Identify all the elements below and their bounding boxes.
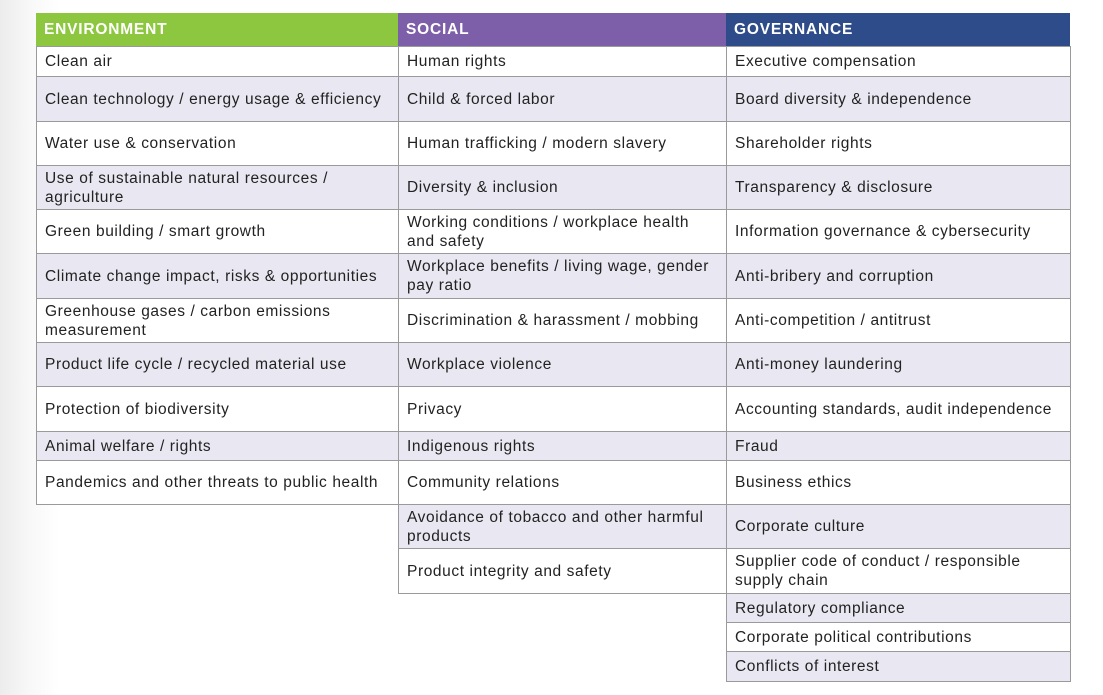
cell-text: Regulatory compliance — [735, 599, 906, 617]
cell-text: Workplace violence — [407, 356, 552, 373]
table-cell: Conflicts of interest — [726, 651, 1071, 682]
table-cell: Human rights — [398, 46, 727, 77]
table-cell: Business ethics — [726, 460, 1071, 505]
table-cell: Shareholder rights — [726, 121, 1071, 166]
cell-text: Clean air — [45, 53, 113, 70]
cell-text: GOVERNANCE — [734, 20, 854, 38]
cell-text: Green building / smart growth — [45, 223, 266, 240]
table-cell: Workplace benefits / living wage, gender… — [398, 253, 727, 299]
table-cell: Product integrity and safety — [398, 548, 727, 594]
cell-text: Product integrity and safety — [407, 562, 612, 580]
table-cell: Discrimination & harassment / mobbing — [398, 298, 727, 343]
table-cell: Accounting standards, audit independence — [726, 386, 1071, 432]
table-cell: Climate change impact, risks & opportuni… — [36, 253, 399, 299]
table-cell: Community relations — [398, 460, 727, 505]
cell-text: Shareholder rights — [735, 135, 873, 152]
cell-text: Conflicts of interest — [735, 658, 880, 675]
table-cell: Greenhouse gases / carbon emissions meas… — [36, 298, 399, 343]
cell-text: Clean technology / energy usage & effici… — [45, 90, 382, 108]
cell-text: Water use & conservation — [45, 135, 237, 152]
column-header: SOCIAL — [398, 13, 726, 46]
column-header: ENVIRONMENT — [36, 13, 398, 46]
table-cell: Corporate culture — [726, 504, 1071, 549]
cell-text: Human rights — [407, 53, 507, 70]
table-cell: Anti-money laundering — [726, 342, 1071, 387]
cell-text: Avoidance of tobacco and other harmful p… — [407, 508, 704, 545]
table-cell: Workplace violence — [398, 342, 727, 387]
table-cell: Executive compensation — [726, 46, 1071, 77]
cell-text: Transparency & disclosure — [735, 179, 933, 196]
table-cell: Human trafficking / modern slavery — [398, 121, 727, 166]
table-cell: Information governance & cybersecurity — [726, 209, 1071, 254]
table-cell: Supplier code of conduct / responsible s… — [726, 548, 1071, 594]
table-cell: Transparency & disclosure — [726, 165, 1071, 210]
cell-text: Discrimination & harassment / mobbing — [407, 312, 699, 329]
cell-text: Climate change impact, risks & opportuni… — [45, 267, 378, 285]
cell-text: Use of sustainable natural resources / a… — [45, 169, 328, 206]
table-cell: Anti-bribery and corruption — [726, 253, 1071, 299]
cell-text: Supplier code of conduct / responsible s… — [735, 553, 1021, 589]
table-cell: Water use & conservation — [36, 121, 399, 166]
cell-text: SOCIAL — [406, 20, 470, 38]
cell-text: Diversity & inclusion — [407, 179, 559, 196]
cell-text: Product life cycle / recycled material u… — [45, 356, 347, 373]
table-cell: Pandemics and other threats to public he… — [36, 460, 399, 505]
cell-text: Workplace benefits / living wage, gender… — [407, 258, 710, 294]
cell-text: Privacy — [407, 400, 463, 418]
table-cell: Green building / smart growth — [36, 209, 399, 254]
table-cell: Regulatory compliance — [726, 593, 1071, 623]
table-cell: Fraud — [726, 431, 1071, 461]
cell-text: Anti-bribery and corruption — [735, 267, 934, 285]
table-cell: Indigenous rights — [398, 431, 727, 461]
cell-text: Community relations — [407, 474, 560, 491]
table-cell: Diversity & inclusion — [398, 165, 727, 210]
cell-text: Information governance & cybersecurity — [735, 223, 1031, 240]
cell-text: Animal welfare / rights — [45, 437, 212, 455]
table-cell: Clean technology / energy usage & effici… — [36, 76, 399, 122]
cell-text: Corporate political contributions — [735, 628, 972, 646]
cell-text: Anti-competition / antitrust — [735, 312, 931, 329]
cell-text: ENVIRONMENT — [44, 20, 168, 38]
cell-text: Protection of biodiversity — [45, 400, 230, 418]
cell-text: Pandemics and other threats to public he… — [45, 474, 379, 491]
table-cell: Anti-competition / antitrust — [726, 298, 1071, 343]
table-cell: Clean air — [36, 46, 399, 77]
table-cell: Use of sustainable natural resources / a… — [36, 165, 399, 210]
table-cell: Privacy — [398, 386, 727, 432]
cell-text: Board diversity & independence — [735, 90, 972, 108]
table-cell: Product life cycle / recycled material u… — [36, 342, 399, 387]
column-header: GOVERNANCE — [726, 13, 1070, 46]
cell-text: Anti-money laundering — [735, 356, 903, 373]
cell-text: Fraud — [735, 437, 779, 455]
cell-text: Business ethics — [735, 474, 852, 491]
cell-text: Accounting standards, audit independence — [735, 400, 1052, 418]
cell-text: Child & forced labor — [407, 90, 556, 108]
table-cell: Board diversity & independence — [726, 76, 1071, 122]
table-cell: Corporate political contributions — [726, 622, 1071, 652]
table-cell: Protection of biodiversity — [36, 386, 399, 432]
cell-text: Working conditions / workplace health an… — [407, 213, 690, 250]
cell-text: Executive compensation — [735, 53, 917, 70]
table-cell: Child & forced labor — [398, 76, 727, 122]
cell-text: Corporate culture — [735, 518, 865, 535]
table-cell: Working conditions / workplace health an… — [398, 209, 727, 254]
table-cell: Animal welfare / rights — [36, 431, 399, 461]
cell-text: Human trafficking / modern slavery — [407, 135, 667, 152]
cell-text: Greenhouse gases / carbon emissions meas… — [45, 302, 331, 339]
table-cell: Avoidance of tobacco and other harmful p… — [398, 504, 727, 549]
cell-text: Indigenous rights — [407, 437, 536, 455]
